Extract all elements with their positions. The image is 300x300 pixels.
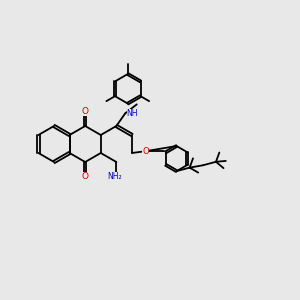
Text: NH₂: NH₂ — [107, 172, 122, 181]
Text: O: O — [82, 107, 89, 116]
Text: O: O — [82, 172, 89, 181]
Text: NH: NH — [127, 109, 138, 118]
Text: O: O — [142, 147, 149, 156]
